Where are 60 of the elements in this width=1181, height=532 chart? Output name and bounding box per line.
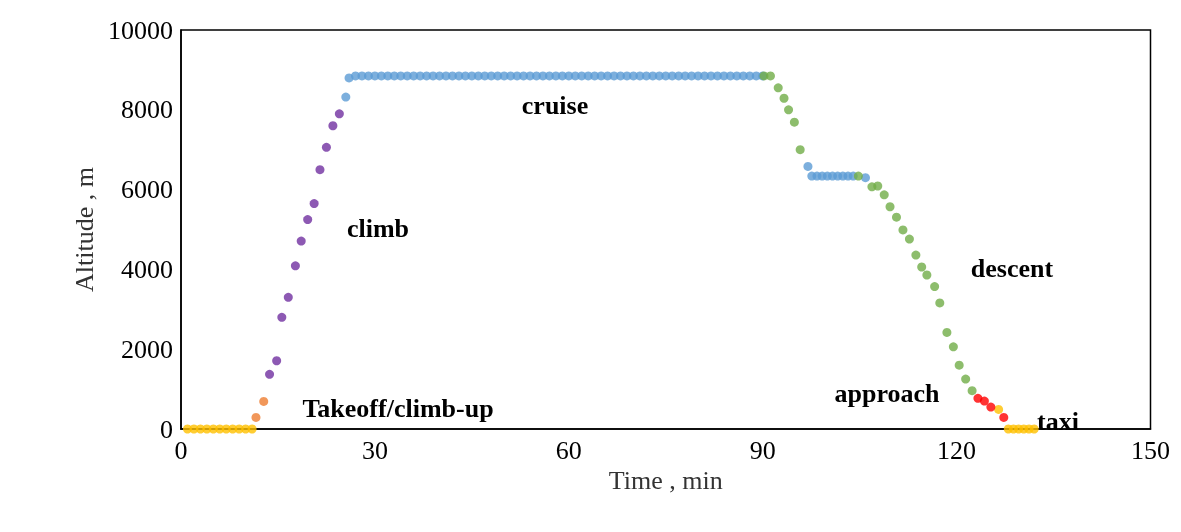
y-axis-title: Altitude , m [69,167,99,292]
x-axis-title: Time , min [608,466,723,496]
point [784,105,794,115]
point [873,181,883,191]
point [879,190,889,200]
point [986,402,996,412]
point [853,171,863,181]
point [765,71,775,81]
point [283,292,293,302]
y-tick-label: 2000 [121,334,173,364]
point [911,250,921,260]
point [954,360,964,370]
annotation: descent [970,253,1054,283]
point [290,261,300,271]
point [795,145,805,155]
point [922,270,932,280]
point [942,327,952,337]
y-tick-label: 10000 [108,15,173,45]
point [961,374,971,384]
x-tick-label: 150 [1131,435,1170,465]
point [309,199,319,209]
x-tick-label: 120 [937,435,977,465]
y-tick-label: 6000 [121,175,173,205]
point [265,369,275,379]
point [917,262,927,272]
point [904,234,914,244]
point [892,212,901,222]
point [967,386,977,396]
point [303,215,313,225]
point [948,342,958,352]
point [779,93,789,103]
annotation: Takeoff/climb-up [302,393,494,423]
x-tick-label: 30 [361,435,388,465]
y-tick-label: 8000 [121,95,173,125]
point [247,424,257,434]
point [272,356,282,366]
x-tick-label: 90 [749,435,776,465]
point [296,236,306,246]
point [999,412,1009,422]
point [930,282,940,292]
y-tick-label: 4000 [121,254,173,284]
point [789,117,799,127]
point [935,298,945,308]
point [334,109,344,119]
point [251,412,261,422]
annotation: approach [834,378,941,408]
y-tick-label: 0 [160,414,173,444]
point [885,202,895,212]
annotation: climb [346,213,410,243]
point [773,83,783,93]
point [898,225,908,235]
point [259,396,269,406]
x-tick-label: 60 [555,435,582,465]
point [315,165,325,175]
point [321,142,331,152]
point [328,121,338,131]
annotation: cruise [521,90,589,120]
point [994,404,1004,414]
point [979,396,989,406]
point [277,312,287,322]
